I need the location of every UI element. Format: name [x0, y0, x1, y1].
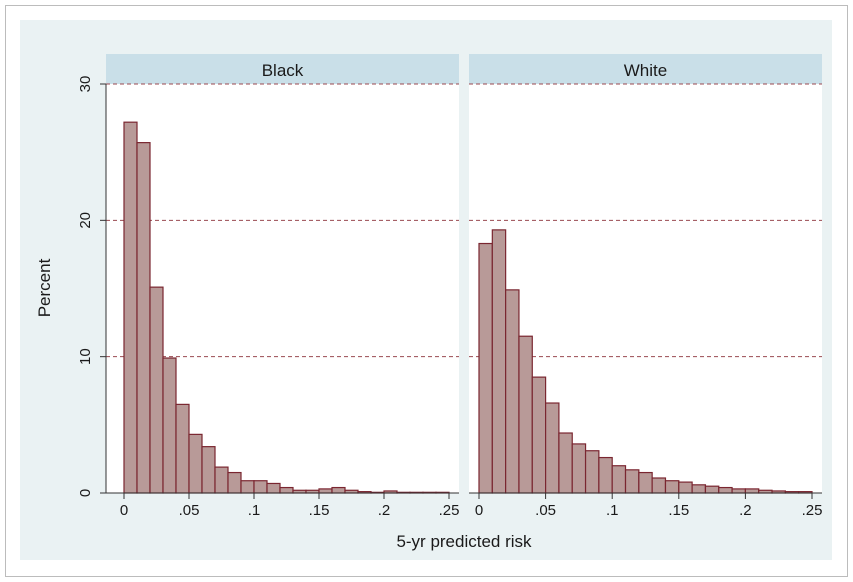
x-tick-label-white: .25 [802, 502, 823, 519]
x-tick-label-black: .25 [439, 502, 460, 519]
histogram-bar-white [638, 471, 653, 494]
histogram-bar-black [240, 480, 255, 494]
strip-label-black: Black [262, 61, 304, 80]
histogram-bar-white [664, 480, 680, 494]
histogram-bar-white [678, 481, 693, 494]
histogram-bar-black [331, 486, 346, 494]
histogram-bar-white [491, 229, 507, 494]
x-axis-title: 5-yr predicted risk [396, 532, 532, 551]
x-tick-label-black: .1 [248, 502, 261, 519]
x-ticks-white: 0 .05 .1 .15 .2 .25 [475, 493, 823, 519]
histogram-bar-black [318, 488, 333, 494]
x-tick-label-black: .2 [378, 502, 391, 519]
y-tick-label: 20 [77, 212, 94, 229]
histogram-bar-black [266, 482, 281, 494]
panel-black: Black 0 .05 .1 .15 .2 .25 [106, 54, 459, 519]
x-tick-label-white: .15 [668, 502, 689, 519]
histogram-bar-black [123, 121, 138, 494]
strip-white [469, 54, 822, 84]
histogram-bar-white [744, 488, 760, 494]
x-ticks-black: 0 .05 .1 .15 .2 .25 [120, 493, 460, 519]
y-tick-label: 0 [77, 489, 94, 497]
histogram-bar-white [731, 488, 747, 494]
histogram-bar-white [531, 376, 547, 494]
histogram-bar-black [149, 286, 164, 494]
histogram-bar-black [279, 486, 294, 494]
histogram-bar-white [584, 450, 600, 494]
x-tick-label-white: .2 [739, 502, 752, 519]
histogram-bar-white [704, 485, 720, 494]
bars-black [123, 121, 450, 494]
gridlines-black [106, 83, 459, 358]
y-tick-label: 10 [77, 348, 94, 365]
x-tick-label-black: .05 [179, 502, 200, 519]
histogram-bar-black [201, 446, 216, 494]
y-tick-label: 30 [77, 76, 94, 93]
histogram-bar-white [505, 289, 520, 494]
histogram-bar-white [558, 432, 573, 494]
x-tick-label-white: 0 [475, 502, 483, 519]
histogram-bar-black [188, 433, 203, 494]
histogram-bar-black [136, 142, 151, 494]
histogram-bar-white [598, 456, 613, 494]
x-tick-label-white: .05 [535, 502, 556, 519]
histogram-bar-black [253, 480, 268, 494]
histogram-bar-white [571, 443, 587, 494]
y-ticks: 0 10 20 30 [77, 76, 106, 497]
strip-black [106, 54, 459, 84]
histogram-bar-white [544, 402, 560, 494]
histogram-bar-black [214, 466, 229, 494]
histogram-bar-black [162, 357, 177, 494]
histogram-bar-white [718, 486, 733, 494]
histogram-bar-white [651, 477, 667, 494]
x-tick-label-black: .15 [309, 502, 330, 519]
x-tick-label-black: 0 [120, 502, 128, 519]
y-axis-title: Percent [35, 258, 54, 317]
x-tick-label-white: .1 [606, 502, 619, 519]
histogram-chart: Black 0 .05 .1 .15 .2 .25 White 0 .05 .1 .15 .2 .2… [20, 20, 832, 560]
histogram-bar-white [478, 242, 493, 494]
histogram-bar-white [518, 335, 533, 494]
chart-frame: Black 0 .05 .1 .15 .2 .25 White 0 .05 .1 .15 .2 .2… [5, 5, 848, 577]
histogram-bar-white [691, 484, 707, 494]
histogram-bar-white [611, 465, 627, 494]
histogram-bar-black [175, 403, 190, 494]
histogram-bar-white [624, 469, 640, 494]
histogram-bar-black [227, 471, 242, 494]
strip-label-white: White [624, 61, 667, 80]
panel-white: White 0 .05 .1 .15 .2 .25 [469, 54, 822, 519]
